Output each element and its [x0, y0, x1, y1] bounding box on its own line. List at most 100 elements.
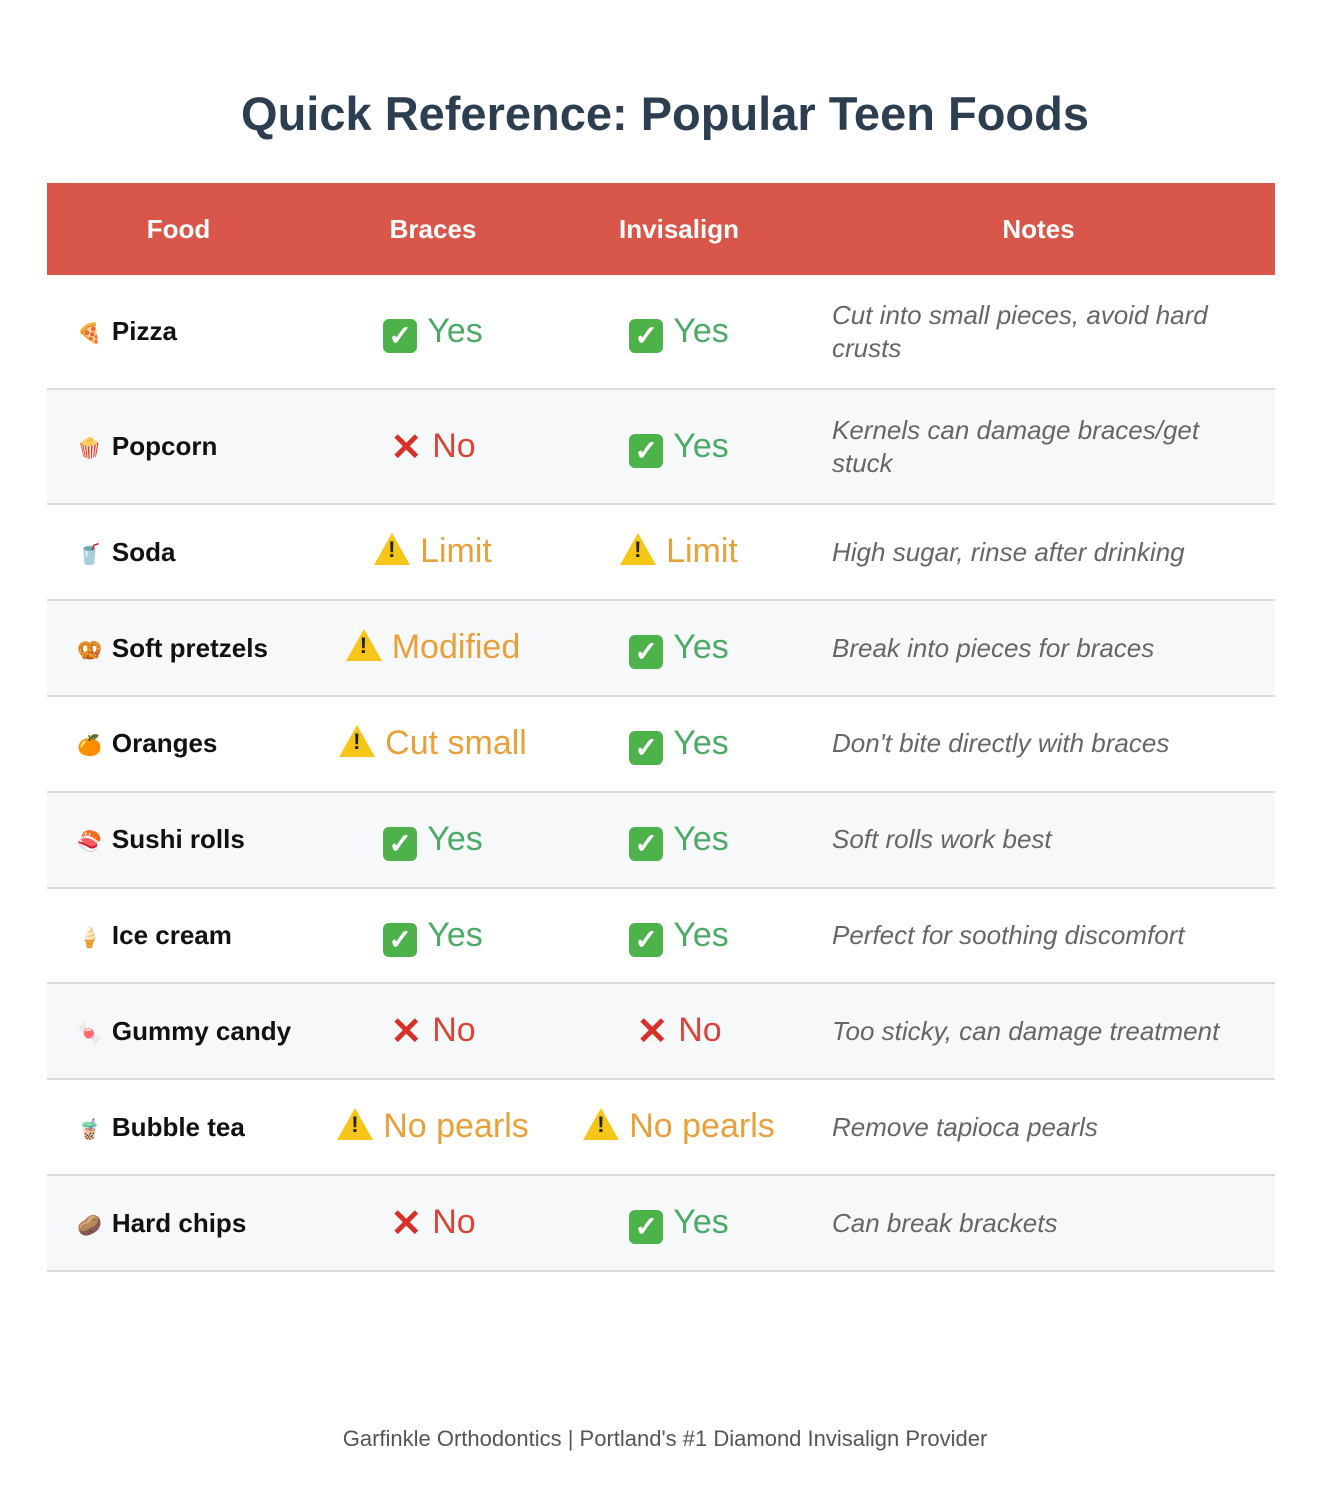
food-emoji-icon: 🥔	[77, 1214, 102, 1237]
invisalign-status: ✕ No	[556, 983, 802, 1081]
food-cell: 🍿 Popcorn	[47, 389, 310, 505]
food-reference-table: Food Braces Invisalign Notes 🍕 Pizza ✓ Yes ✓…	[47, 183, 1275, 1273]
invisalign-status: ✓ Yes	[556, 791, 802, 889]
check-mark-icon: ✓	[629, 1210, 664, 1245]
invisalign-status: ✓ Yes	[556, 695, 802, 793]
food-name: Hard chips	[111, 1207, 247, 1238]
table-row: 🍦 Ice cream ✓ Yes ✓ Yes Perfect for soothing d…	[47, 887, 1275, 985]
column-header-notes: Notes	[802, 183, 1275, 275]
food-name: Soft pretzels	[111, 632, 268, 663]
food-emoji-icon: 🍣	[77, 831, 102, 854]
food-emoji-icon: 🥨	[77, 639, 102, 662]
check-mark-icon: ✓	[629, 922, 664, 957]
braces-status-label: Yes	[427, 915, 483, 954]
food-name: Sushi rolls	[111, 824, 245, 855]
braces-status: ✓ Yes	[310, 275, 556, 390]
check-mark-icon: ✓	[629, 826, 664, 861]
braces-status: Modified	[310, 599, 556, 697]
food-cell: 🍣 Sushi rolls	[47, 791, 310, 889]
table-row: 🍣 Sushi rolls ✓ Yes ✓ Yes Soft rolls work best	[47, 791, 1275, 889]
footer: Garfinkle Orthodontics | Portland's #1 D…	[342, 1426, 988, 1451]
warning-icon	[374, 533, 411, 565]
warning-icon	[337, 1108, 374, 1141]
food-cell: 🍊 Oranges	[47, 695, 310, 793]
cross-mark-icon: ✕	[390, 426, 423, 469]
check-mark-icon: ✓	[629, 318, 664, 353]
invisalign-status-label: Yes	[673, 311, 729, 350]
food-emoji-icon: 🍬	[77, 1023, 102, 1046]
invisalign-status-label: No pearls	[629, 1107, 775, 1146]
check-mark-icon: ✓	[383, 922, 418, 957]
check-mark-icon: ✓	[383, 826, 418, 861]
cross-mark-icon: ✕	[390, 1203, 423, 1246]
braces-status-label: Modified	[391, 627, 521, 666]
warning-icon	[583, 1108, 620, 1141]
notes-cell: High sugar, rinse after drinking	[802, 504, 1275, 601]
food-cell: 🥔 Hard chips	[47, 1175, 310, 1273]
notes-cell: Remove tapioca pearls	[802, 1079, 1275, 1177]
table-row: 🍕 Pizza ✓ Yes ✓ Yes Cut into small pieces, avo…	[47, 275, 1275, 390]
check-mark-icon: ✓	[629, 730, 664, 765]
invisalign-status-label: Yes	[673, 1203, 729, 1242]
braces-status: No pearls	[310, 1079, 556, 1177]
food-name: Oranges	[111, 728, 218, 759]
warning-icon	[620, 533, 657, 565]
food-cell: 🍦 Ice cream	[47, 887, 310, 985]
invisalign-status: ✓ Yes	[556, 887, 802, 985]
food-name: Pizza	[111, 316, 177, 347]
check-mark-icon: ✓	[629, 634, 664, 669]
braces-status: Cut small	[310, 695, 556, 793]
food-name: Bubble tea	[111, 1112, 245, 1143]
food-emoji-icon: 🍊	[77, 735, 102, 758]
invisalign-status-label: Yes	[673, 915, 729, 954]
warning-icon	[345, 628, 382, 661]
invisalign-status-label: Yes	[673, 627, 729, 666]
table-row: 🥨 Soft pretzels Modified ✓ Yes Break into pie…	[47, 599, 1275, 697]
cross-mark-icon: ✕	[390, 1011, 423, 1054]
braces-status: ✕ No	[310, 389, 556, 505]
braces-status-label: Cut small	[385, 723, 527, 762]
food-cell: 🧋 Bubble tea	[47, 1079, 310, 1177]
food-cell: 🍬 Gummy candy	[47, 983, 310, 1081]
invisalign-status-label: Yes	[673, 426, 729, 465]
invisalign-status: ✓ Yes	[556, 275, 802, 390]
food-cell: 🥨 Soft pretzels	[47, 599, 310, 697]
warning-icon	[339, 724, 376, 757]
food-name: Ice cream	[111, 920, 232, 951]
invisalign-status: ✓ Yes	[556, 1175, 802, 1273]
invisalign-status-label: Yes	[673, 819, 729, 858]
food-name: Popcorn	[111, 431, 218, 462]
check-mark-icon: ✓	[629, 433, 664, 468]
food-emoji-icon: 🥤	[77, 543, 102, 566]
braces-status-label: Yes	[427, 311, 483, 350]
column-header-food: Food	[47, 183, 310, 275]
notes-cell: Perfect for soothing discomfort	[802, 887, 1275, 985]
braces-status-label: Yes	[427, 819, 483, 858]
braces-status-label: No	[432, 1011, 476, 1050]
table-row: 🧋 Bubble tea No pearls No pearls Remove tapi…	[47, 1079, 1275, 1177]
food-cell: 🥤 Soda	[47, 504, 310, 601]
table-header-row: Food Braces Invisalign Notes	[47, 183, 1275, 275]
invisalign-status: ✓ Yes	[556, 599, 802, 697]
braces-status-label: No	[432, 1203, 476, 1242]
food-emoji-icon: 🧋	[77, 1119, 102, 1142]
table-row: 🍿 Popcorn ✕ No ✓ Yes Kernels can damage braces…	[47, 389, 1275, 505]
notes-cell: Don't bite directly with braces	[802, 695, 1275, 793]
column-header-invisalign: Invisalign	[556, 183, 802, 275]
braces-status-label: No pearls	[383, 1107, 529, 1146]
column-header-braces: Braces	[310, 183, 556, 275]
table-row: 🍊 Oranges Cut small ✓ Yes Don't bite directly…	[47, 695, 1275, 793]
food-name: Gummy candy	[111, 1016, 292, 1047]
invisalign-status-label: No	[678, 1011, 722, 1050]
page-title: Quick Reference: Popular Teen Foods	[241, 87, 1089, 140]
braces-status: Limit	[310, 504, 556, 601]
braces-status: ✓ Yes	[310, 791, 556, 889]
cross-mark-icon: ✕	[636, 1011, 669, 1054]
food-emoji-icon: 🍕	[77, 323, 102, 346]
notes-cell: Too sticky, can damage treatment	[802, 983, 1275, 1081]
braces-status: ✓ Yes	[310, 887, 556, 985]
braces-status: ✕ No	[310, 1175, 556, 1273]
invisalign-status: Limit	[556, 504, 802, 601]
food-emoji-icon: 🍦	[77, 927, 102, 950]
